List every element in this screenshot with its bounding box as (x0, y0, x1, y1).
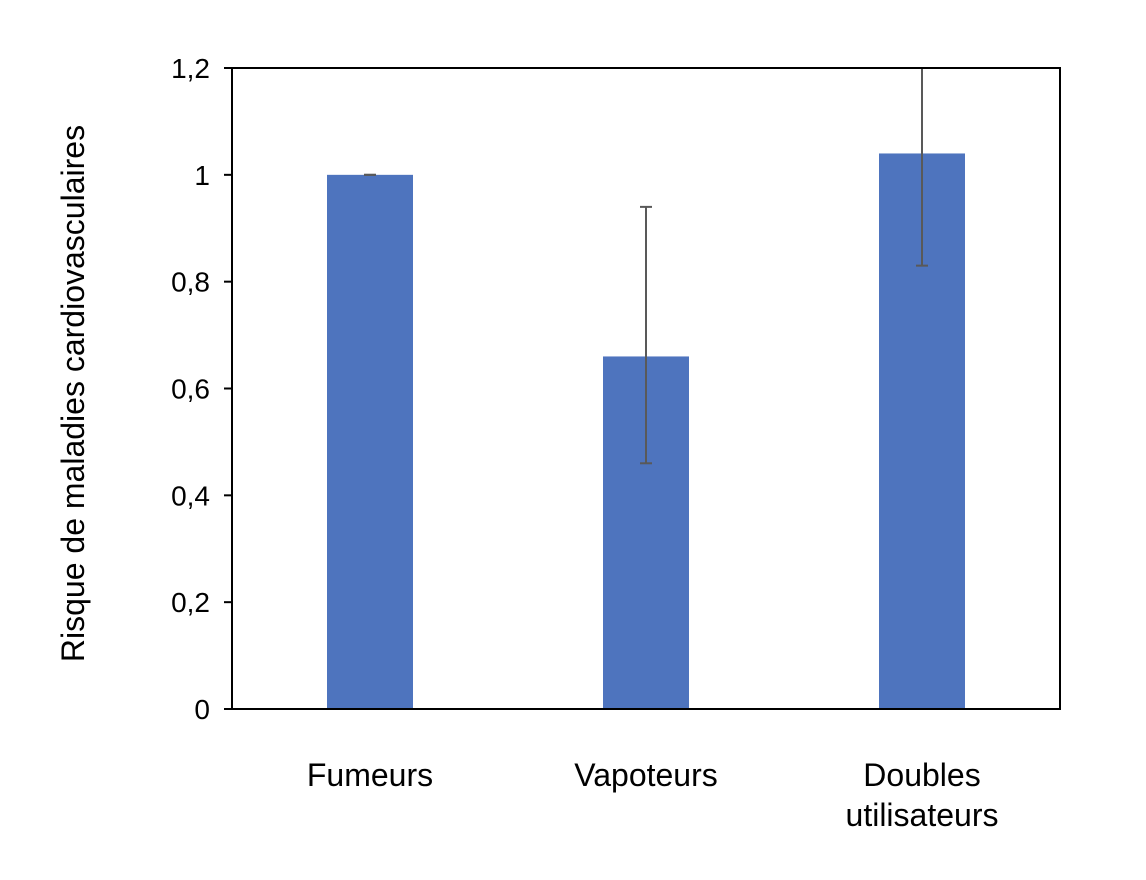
y-tick-label: 0 (194, 694, 210, 725)
error-bars (364, 67, 928, 465)
y-axis-ticks: 0 0,2 0,4 0,6 0,8 1 1,2 (171, 53, 232, 725)
y-tick-label: 1,2 (171, 53, 210, 84)
x-category-label: Fumeurs (307, 757, 433, 793)
error-bar-2 (640, 205, 652, 465)
y-tick-label: 1 (194, 160, 210, 191)
plot-area-frame (231, 67, 1061, 710)
x-category-label-line: Doubles (863, 757, 980, 793)
x-category-label-line: Vapoteurs (574, 757, 718, 793)
bar-1 (327, 174, 413, 710)
x-category-label: Doubles utilisateurs (846, 757, 999, 833)
y-tick-label: 0,8 (171, 267, 210, 298)
y-tick-label: 0,6 (171, 374, 210, 405)
y-axis-title: Risque de maladies cardiovasculaires (55, 125, 91, 662)
y-tick-label: 0,2 (171, 587, 210, 618)
x-axis-category-labels: Fumeurs Vapoteurs Doubles utilisateurs (307, 757, 999, 833)
y-tick-label: 0,4 (171, 480, 210, 511)
x-category-label-line: utilisateurs (846, 797, 999, 833)
x-category-label: Vapoteurs (574, 757, 718, 793)
x-category-label-line: Fumeurs (307, 757, 433, 793)
